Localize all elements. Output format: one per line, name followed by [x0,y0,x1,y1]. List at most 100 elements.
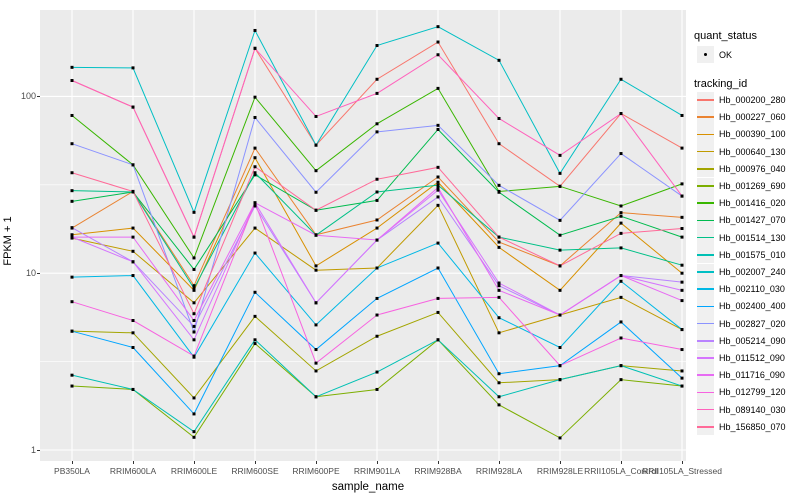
legend-label: Hb_000640_130 [719,146,786,157]
legend-title-quant-status: quant_status [694,30,757,42]
line-swatch [697,339,714,342]
legend: quant_status OK tracking_id Hb_000200_28… [694,0,800,500]
data-point [436,180,440,184]
data-point [192,396,196,400]
line-swatch [697,150,714,153]
point-marker-icon [703,52,708,57]
legend-item-Hb_002110_030: Hb_002110_030 [697,280,800,298]
data-point [314,233,318,237]
x-axis-title: sample_name [331,481,405,493]
data-point [558,345,562,349]
line-swatch [697,253,714,256]
data-point [314,301,318,305]
line-swatch [697,133,714,136]
legend-item-Hb_011512_090: Hb_011512_090 [697,349,800,367]
line-swatch [697,408,714,411]
data-point [131,319,135,323]
legend-key-line-icon [697,315,714,333]
x-tick-mark [499,461,500,464]
data-point [436,175,440,179]
legend-label: Hb_012799_120 [719,387,786,398]
data-point [436,338,440,342]
data-point [131,226,135,230]
data-point [314,143,318,147]
data-point [375,370,379,374]
data-point [314,395,318,399]
data-point [131,331,135,335]
data-point [558,218,562,222]
data-point [70,329,74,333]
data-point [375,122,379,126]
data-point [192,256,196,260]
data-point [680,215,684,219]
data-point [619,204,623,208]
data-point [680,280,684,284]
data-point [314,169,318,173]
data-point [131,249,135,253]
data-point [70,189,74,193]
data-point [131,387,135,391]
legend-key-line-icon [697,366,714,384]
data-point [131,189,135,193]
data-point [558,153,562,157]
data-point [253,204,257,208]
data-point [558,436,562,440]
data-point [192,312,196,316]
legend-item-Hb_012799_120: Hb_012799_120 [697,383,800,401]
data-point [436,310,440,314]
data-point [619,274,623,278]
data-point [70,171,74,175]
data-point [375,334,379,338]
data-point [375,218,379,222]
legend-item-Hb_001575_010: Hb_001575_010 [697,246,800,264]
data-point [131,235,135,239]
data-point [680,328,684,332]
data-point [436,40,440,44]
line-swatch [697,322,714,325]
x-tick-label-RRIM928LA: RRIM928LA [475,466,523,476]
data-point [375,44,379,48]
data-point [70,300,74,304]
data-point [131,66,135,70]
x-tick-label-RRII105LA_Control: RRII105LA_Control [584,466,658,476]
data-point [70,235,74,239]
data-point [619,378,623,382]
line-swatch [697,185,714,187]
legend-label: Hb_089140_030 [719,404,786,415]
data-point [70,275,74,279]
x-tick-mark [316,461,317,464]
line-swatch [697,374,714,376]
data-point [131,260,135,264]
data-point [558,171,562,175]
data-point [375,198,379,202]
y-tick-label: 1 [30,445,36,455]
y-tick-mark [37,450,40,451]
legend-label: Hb_000200_280 [719,95,786,105]
x-tick-label-RRIM901LA: RRIM901LA [353,466,401,476]
data-point [253,173,257,177]
line-swatch [697,288,714,290]
legend-key-line-icon [697,263,714,281]
data-point [558,248,562,252]
legend-label: Hb_011512_090 [719,353,785,363]
data-point [558,184,562,188]
legend-label: Hb_001416_020 [719,198,786,209]
data-point [70,65,74,69]
legend-item-Hb_156850_070: Hb_156850_070 [697,418,800,436]
legend-label: Hb_000227_060 [719,112,786,123]
data-point [497,295,501,299]
data-point [375,387,379,391]
data-point [253,290,257,294]
data-point [680,299,684,303]
data-point [375,190,379,194]
data-point [680,194,684,198]
data-point [314,348,318,352]
legend-key-line-icon [697,246,714,264]
legend-item-Hb_000200_280: Hb_000200_280 [697,91,800,109]
data-point [253,342,257,346]
data-point [680,376,684,380]
data-point [680,235,684,239]
data-point [619,295,623,299]
x-tick-mark [72,461,73,464]
legend-label: Hb_002110_030 [719,284,785,295]
